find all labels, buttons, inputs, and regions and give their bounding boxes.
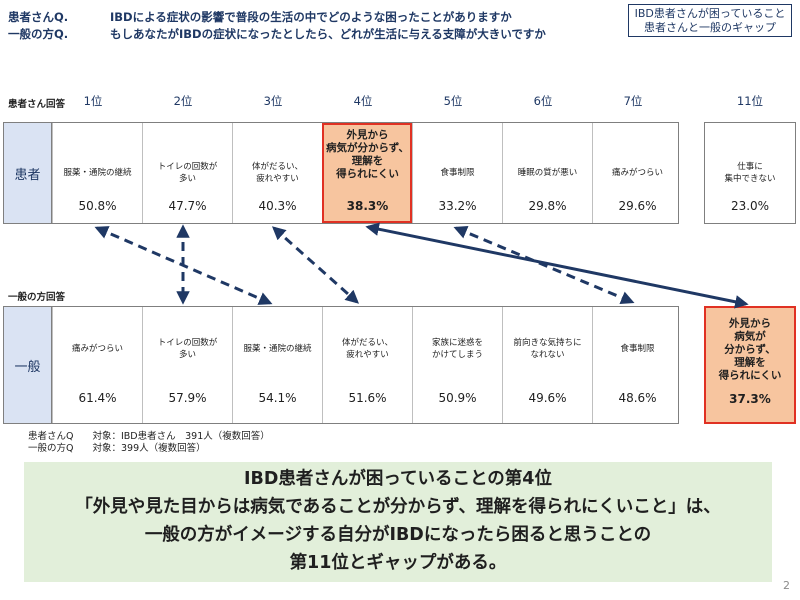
patient-item-11: 仕事に 集中できない 23.0% <box>704 122 796 224</box>
patient-item-label: トイレの回数が 多い <box>157 162 218 184</box>
patient-item-label: 仕事に 集中できない <box>724 162 776 184</box>
patient-item-label: 体がだるい、 疲れやすい <box>251 162 303 184</box>
patient-item-label: 食事制限 <box>440 168 475 178</box>
patient-item-pct: 40.3% <box>258 199 297 213</box>
survey-notes: 患者さんQ 対象：IBD患者さん 391人（複数回答） 一般の方Q 対象：399… <box>28 431 270 455</box>
patient-item-pct: 47.7% <box>168 199 207 213</box>
general-row-label: 一般 <box>4 307 52 423</box>
page-number: 2 <box>783 579 790 592</box>
summary-line3: 一般の方がイメージする自分がIBDになったら困ると思うことの <box>144 525 652 545</box>
gap-tag: IBD患者さんが困っていること 患者さんと一般のギャップ <box>628 4 792 37</box>
general-section-label: 一般の方回答 <box>8 292 66 303</box>
general-item-6: 前向きな気持ちに なれない 49.6% <box>502 307 592 423</box>
general-item-label: 食事制限 <box>620 344 655 354</box>
patient-item-label: 服薬・通院の継続 <box>63 168 132 178</box>
patient-section-label: 患者さん回答 <box>8 99 66 110</box>
general-item-1: 痛みがつらい 61.4% <box>52 307 142 423</box>
gap-tag-line1: IBD患者さんが困っていること <box>634 7 786 20</box>
patient-item-1: 服薬・通院の継続 50.8% <box>52 123 142 223</box>
general-item-label: 体がだるい、 疲れやすい <box>341 338 393 360</box>
general-item-pct: 48.6% <box>618 391 657 405</box>
patient-item-pct: 23.0% <box>730 199 770 213</box>
general-item-pct: 51.6% <box>348 391 387 405</box>
patient-item-label: 睡眠の質が悪い <box>517 168 578 178</box>
general-item-label: 外見から 病気が 分からず、 理解を 得られにくい <box>718 317 782 382</box>
summary-line4: 第11位とギャップがある。 <box>289 553 507 573</box>
patient-item-pct: 33.2% <box>438 199 477 213</box>
general-item-pct: 37.3% <box>729 392 771 406</box>
summary-box: IBD患者さんが困っていることの第4位 「外見や見た目からは病気であることが分か… <box>24 462 772 582</box>
general-item-7: 食事制限 48.6% <box>592 307 682 423</box>
general-table: 一般 痛みがつらい 61.4% トイレの回数が 多い 57.9% 服薬・通院の継… <box>3 306 679 424</box>
patient-table: 患者 服薬・通院の継続 50.8% トイレの回数が 多い 47.7% 体がだるい… <box>3 122 679 224</box>
q2-label: 一般の方Q. <box>8 27 69 41</box>
patient-item-6: 睡眠の質が悪い 29.8% <box>502 123 592 223</box>
general-item-label: トイレの回数が 多い <box>157 338 218 360</box>
patient-item-pct: 50.8% <box>78 199 117 213</box>
patient-rank-3: 3位 <box>263 94 283 108</box>
note-patient: 患者さんQ 対象：IBD患者さん 391人（複数回答） <box>28 431 270 442</box>
patient-rank-5: 5位 <box>443 94 463 108</box>
patient-item-pct: 29.8% <box>528 199 567 213</box>
q2-text: もしあなたがIBDの症状になったとしたら、どれが生活に与える支障が大きいですか <box>110 27 546 41</box>
general-item-pct: 61.4% <box>78 391 117 405</box>
general-item-label: 前向きな気持ちに なれない <box>513 338 582 360</box>
patient-rank-7: 7位 <box>623 94 643 108</box>
general-item-label: 家族に迷惑を かけてしまう <box>431 338 483 360</box>
patient-item-5: 食事制限 33.2% <box>412 123 502 223</box>
general-item-label: 服薬・通院の継続 <box>243 344 312 354</box>
general-item-5: 家族に迷惑を かけてしまう 50.9% <box>412 307 502 423</box>
general-item-11-highlighted: 外見から 病気が 分からず、 理解を 得られにくい 37.3% <box>704 306 796 424</box>
patient-item-label: 外見から 病気が分からず、 理解を 得られにくい <box>325 129 410 180</box>
patient-item-7: 痛みがつらい 29.6% <box>592 123 682 223</box>
general-item-pct: 54.1% <box>258 391 297 405</box>
patient-rank-4: 4位 <box>353 94 373 108</box>
patient-item-4-highlighted: 外見から 病気が分からず、 理解を 得られにくい 38.3% <box>322 123 412 223</box>
q1-label: 患者さんQ. <box>8 10 69 24</box>
general-item-pct: 49.6% <box>528 391 567 405</box>
patient-rank-2: 2位 <box>173 94 193 108</box>
summary-line2: 「外見や見た目からは病気であることが分からず、理解を得られにくいこと」は、 <box>75 497 721 517</box>
general-item-2: トイレの回数が 多い 57.9% <box>142 307 232 423</box>
patient-item-3: 体がだるい、 疲れやすい 40.3% <box>232 123 322 223</box>
general-item-pct: 50.9% <box>438 391 477 405</box>
general-item-pct: 57.9% <box>168 391 207 405</box>
patient-item-label: 痛みがつらい <box>611 168 663 178</box>
patient-item-pct: 29.6% <box>618 199 657 213</box>
arrow-rank3-to-rank4 <box>271 226 360 304</box>
patient-item-pct: 38.3% <box>346 199 389 213</box>
patient-rank-1: 1位 <box>83 94 103 108</box>
patient-rank-6: 6位 <box>533 94 553 108</box>
patient-rank-11: 11位 <box>736 94 764 108</box>
general-item-3: 服薬・通院の継続 54.1% <box>232 307 322 423</box>
note-general: 一般の方Q 対象：399人（複数回答） <box>28 443 206 454</box>
q1-text: IBDによる症状の影響で普段の生活の中でどのような困ったことがありますか <box>110 10 512 24</box>
general-item-4: 体がだるい、 疲れやすい 51.6% <box>322 307 412 423</box>
patient-row-label: 患者 <box>4 123 52 223</box>
summary-line1: IBD患者さんが困っていることの第4位 <box>243 469 552 489</box>
arrow-rank4-to-rank11 <box>365 222 749 309</box>
gap-tag-line2: 患者さんと一般のギャップ <box>644 21 776 34</box>
patient-item-2: トイレの回数が 多い 47.7% <box>142 123 232 223</box>
arrow-rank5-to-rank7 <box>453 225 635 305</box>
general-item-label: 痛みがつらい <box>71 344 123 354</box>
